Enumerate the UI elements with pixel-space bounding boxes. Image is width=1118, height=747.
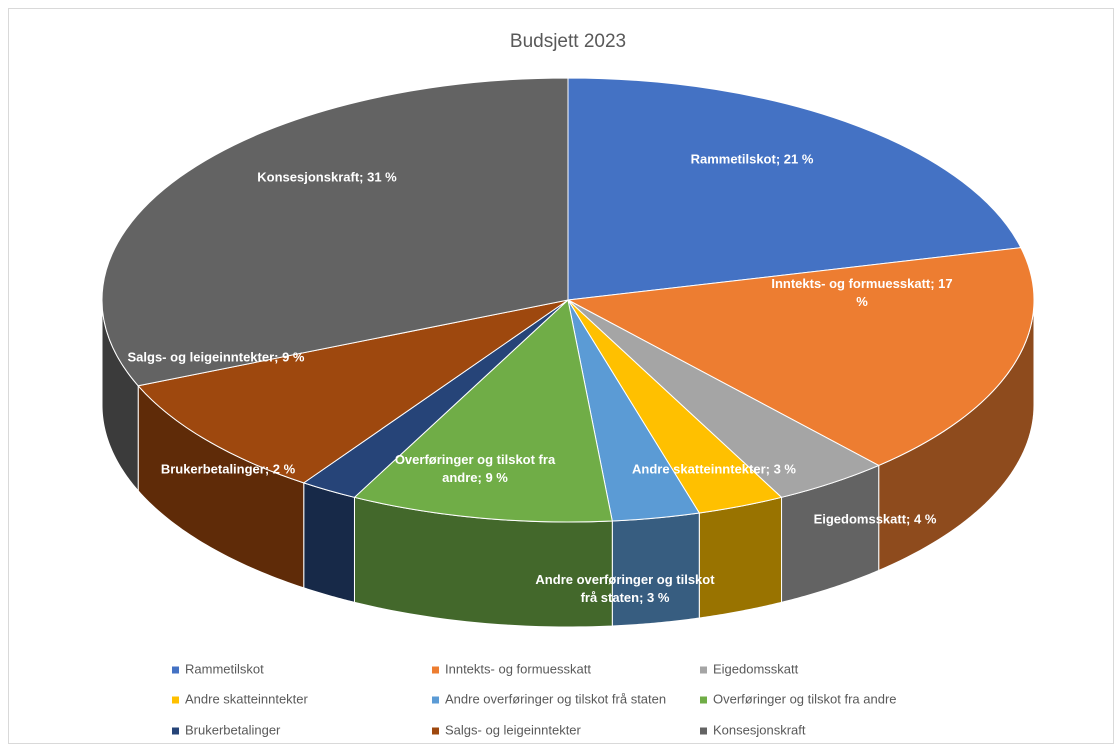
legend-label: Inntekts- og formuesskatt	[445, 661, 591, 676]
data-label: Eigedomsskatt; 4 %	[814, 511, 937, 526]
slice	[567, 77, 1022, 301]
slice-side	[303, 482, 355, 603]
slice	[353, 299, 613, 523]
legend-swatch	[172, 666, 179, 674]
data-label: Konsesjonskraft; 31 %	[257, 169, 397, 184]
data-label: Rammetilskot; 21 %	[691, 151, 814, 166]
legend-label: Andre skatteinntekter	[185, 691, 309, 706]
legend-label: Eigedomsskatt	[713, 661, 799, 676]
legend-label: Konsesjonskraft	[713, 722, 806, 737]
legend-swatch	[700, 666, 707, 674]
legend-label: Overføringer og tilskot fra andre	[713, 691, 897, 706]
data-label: Andre skatteinntekter; 3 %	[632, 461, 796, 476]
legend-swatch	[172, 696, 179, 704]
data-label: Andre overføringer og tilskot frå staten;…	[535, 572, 715, 605]
legend-label: Brukerbetalinger	[185, 722, 281, 737]
legend-label: Andre overføringer og tilskot frå staten	[445, 691, 666, 706]
legend-label: Rammetilskot	[185, 661, 264, 676]
legend-swatch	[700, 727, 707, 735]
legend-swatch	[700, 696, 707, 704]
slice-side	[698, 496, 783, 619]
data-label: Salgs- og leigeinntekter; 9 %	[128, 349, 305, 364]
legend-swatch	[432, 666, 439, 674]
data-label: Overføringer og tilskot fra andre; 9 %	[395, 452, 556, 485]
chart-title: Budsjett 2023	[510, 31, 626, 52]
slice-side	[611, 512, 700, 627]
data-label: Brukerbetalinger; 2 %	[161, 461, 296, 476]
data-label: Inntekts- og formuesskatt; 17%	[771, 276, 952, 309]
legend-swatch	[432, 696, 439, 704]
legend-swatch	[172, 727, 179, 735]
legend-label: Salgs- og leigeinntekter	[445, 722, 582, 737]
slice	[566, 247, 1035, 467]
legend-swatch	[432, 727, 439, 735]
slice	[101, 77, 569, 387]
slice	[137, 299, 569, 484]
